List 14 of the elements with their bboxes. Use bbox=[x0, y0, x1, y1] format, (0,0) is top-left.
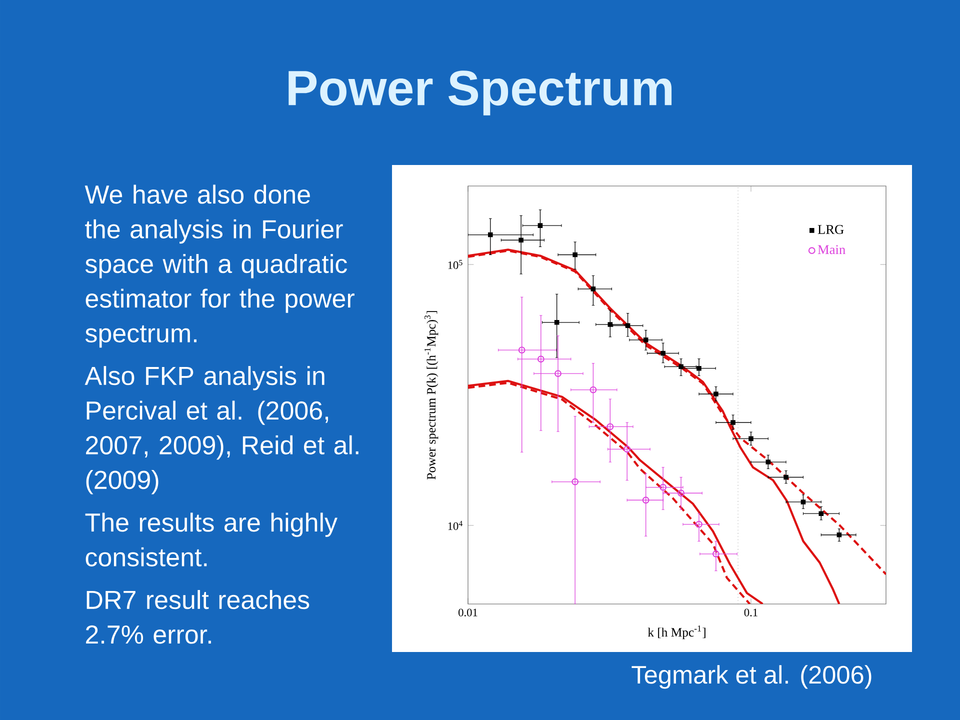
text: Also FKP analysis in Percival et al. (2006, 2007, 2009), Reid et al. (2009) bbox=[84, 366, 358, 494]
x-tick-label: 0.01 bbox=[458, 608, 478, 616]
text: The results are highly consistent. bbox=[85, 512, 338, 566]
y-tick-label: 10$^{5}$ bbox=[448, 260, 462, 270]
text: DR7 result reaches 2.7% error. bbox=[86, 590, 310, 644]
y-axis-title: Power spectrum P(k) [(h$^{-1}$Mpc)$^{3}$] bbox=[424, 311, 438, 480]
legend-label: Main bbox=[818, 245, 846, 254]
legend-label: LRG bbox=[818, 225, 844, 234]
text: We have also done the analysis in Fourier space with a quadratic estimator for the power spectrum. bbox=[84, 184, 354, 348]
y-tick-label: 10$^{4}$ bbox=[448, 520, 462, 530]
chart-title: Power Spectrum bbox=[288, 70, 672, 116]
x-axis-title: k [h Mpc$^{-1}$] bbox=[648, 626, 706, 640]
x-tick-label: 0.1 bbox=[744, 608, 758, 616]
text: Tegmark et al. (2006) bbox=[632, 665, 872, 689]
